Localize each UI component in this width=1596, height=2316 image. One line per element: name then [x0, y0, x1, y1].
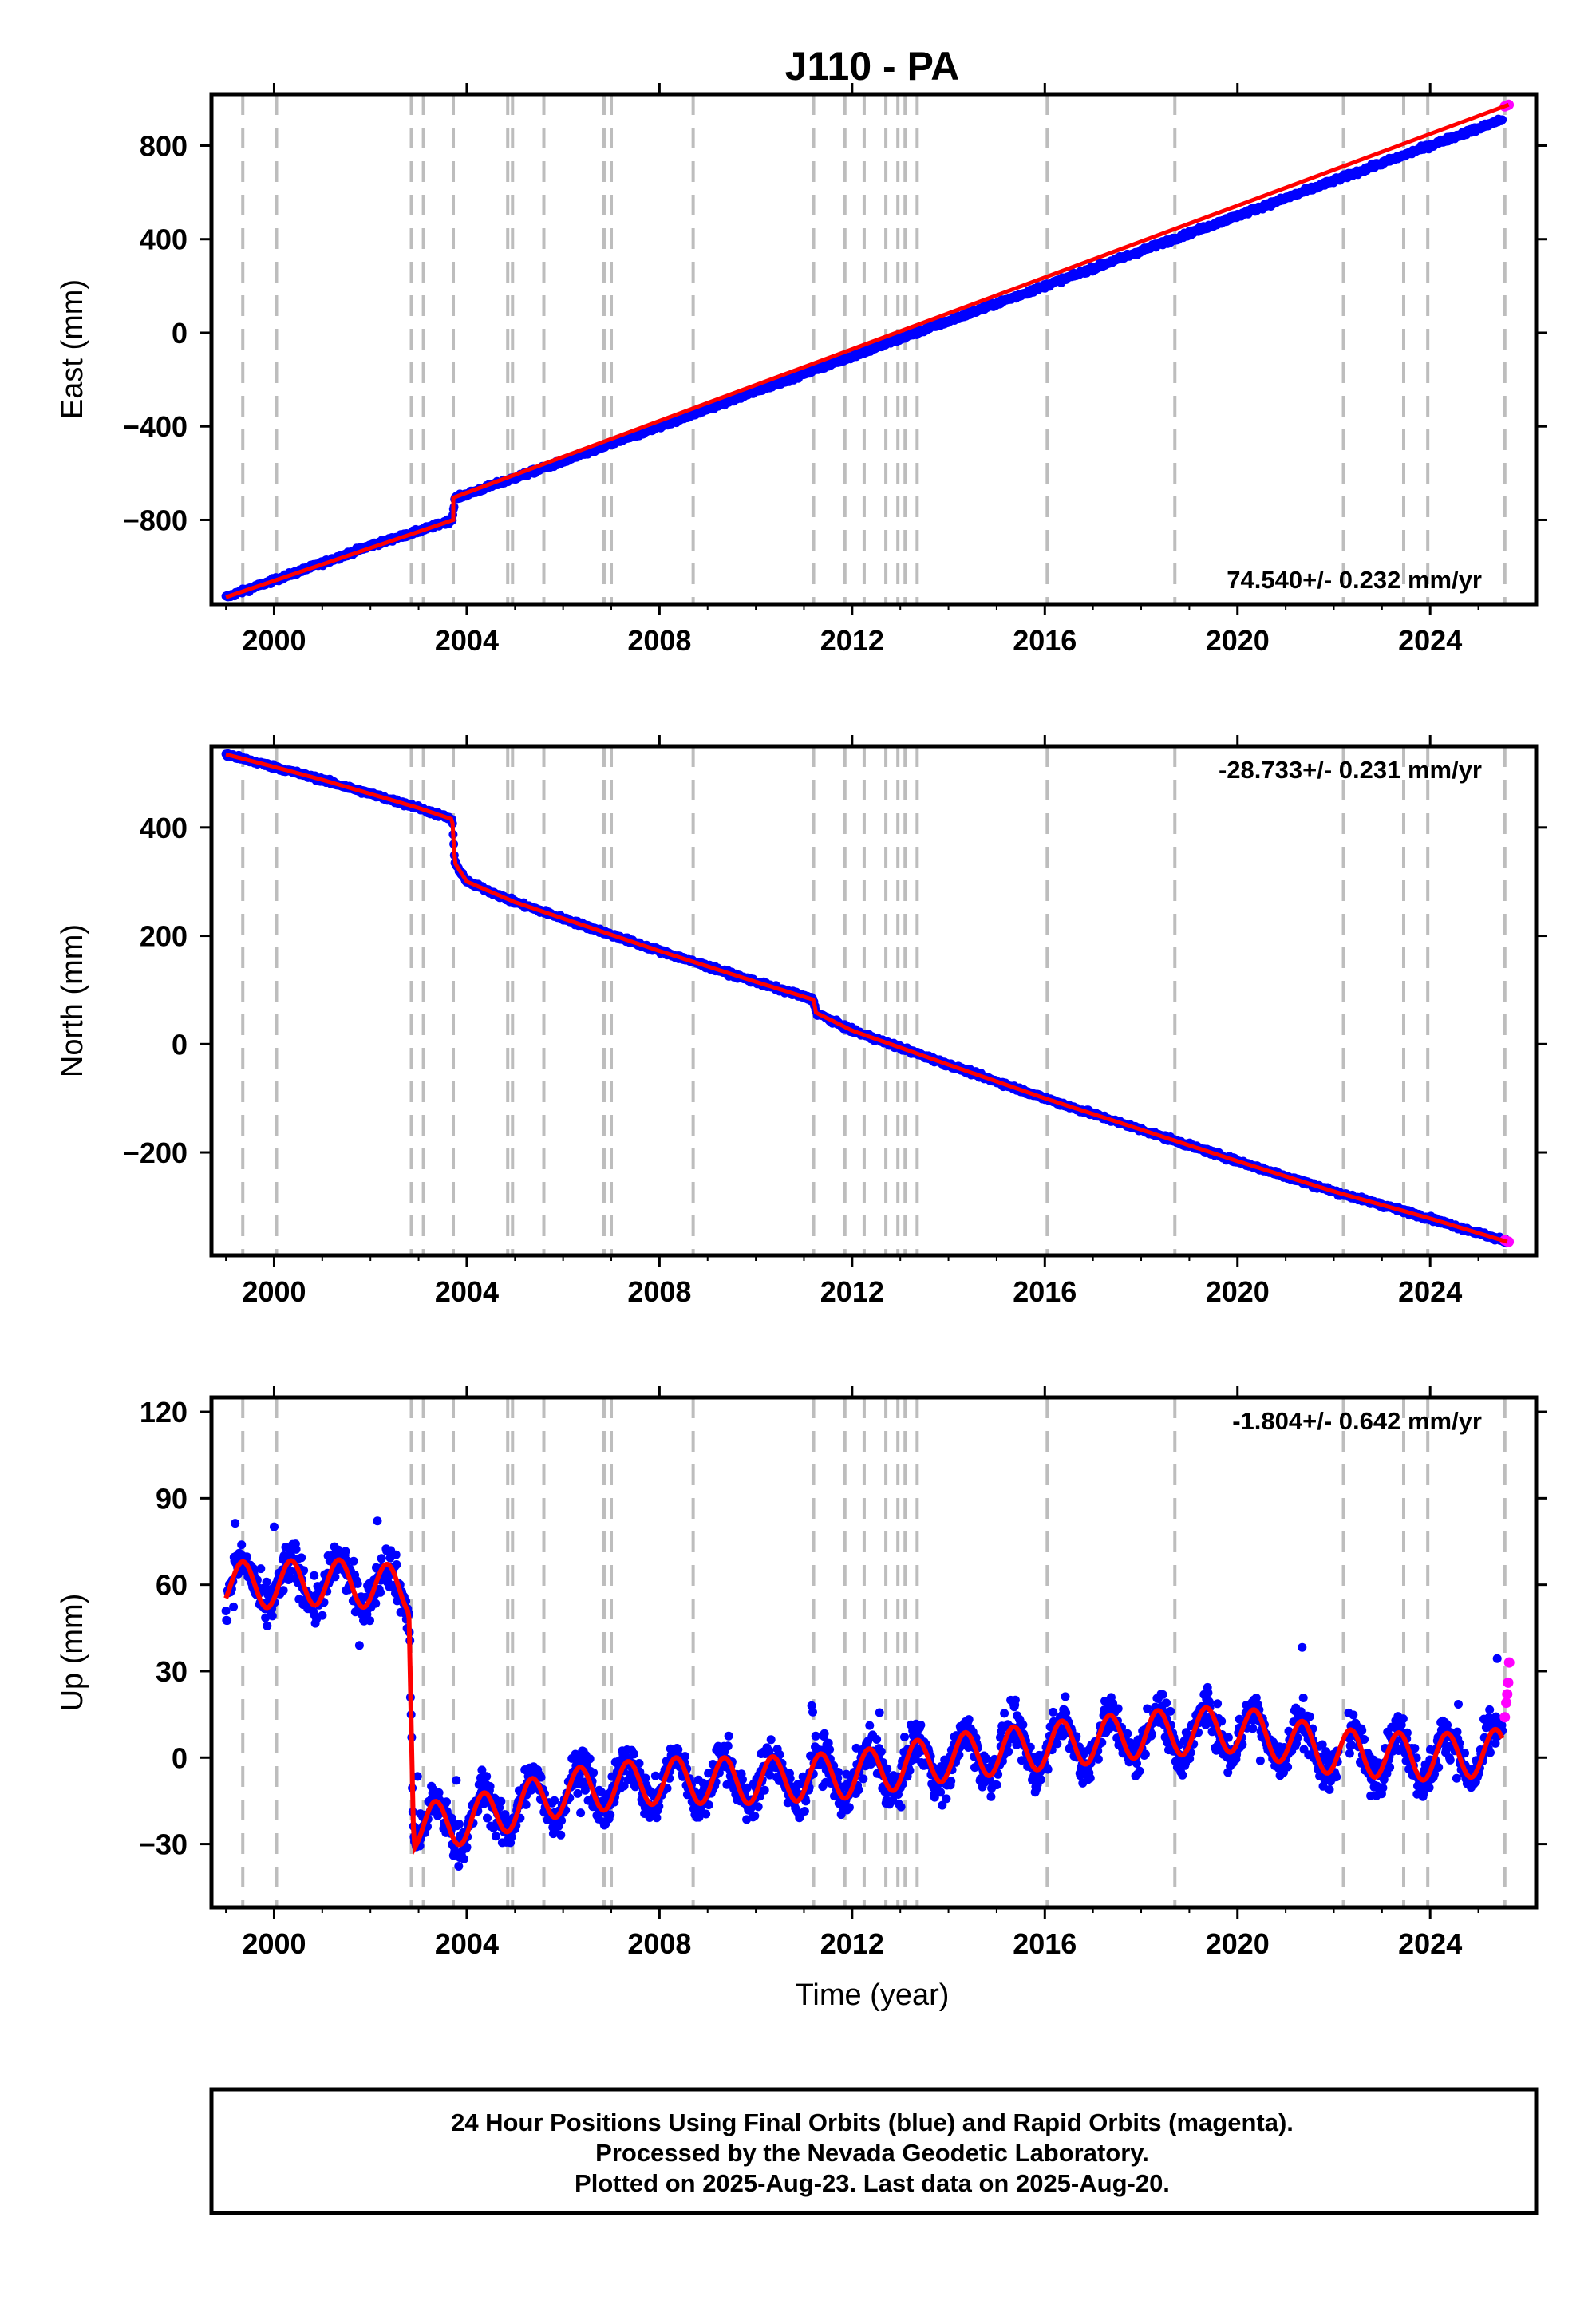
model-fit-line	[225, 752, 1508, 1244]
final-orbit-point	[1498, 115, 1507, 124]
x-tick-label: 2024	[1398, 624, 1462, 657]
y-tick-label: 200	[140, 920, 188, 953]
x-tick-label: 2004	[435, 624, 499, 657]
final-orbit-point	[330, 1572, 340, 1582]
x-tick-label: 2024	[1398, 1275, 1462, 1308]
y-axis-label: North (mm)	[56, 924, 89, 1077]
final-orbit-point	[291, 1544, 301, 1554]
final-orbit-point	[349, 1556, 358, 1566]
x-tick-label: 2020	[1206, 624, 1270, 657]
final-orbit-point	[261, 1613, 271, 1622]
model-fit-line	[225, 102, 1510, 599]
final-orbit-point	[391, 1550, 401, 1559]
y-tick-label: 400	[140, 812, 188, 844]
x-axis: 2000 2004 2008 2012 2016 2020 2024	[225, 83, 1479, 657]
event-lines	[241, 1397, 1507, 1907]
final-orbit-point	[341, 1547, 350, 1556]
final-orbit-point	[237, 1540, 247, 1550]
x-tick-label: 2000	[242, 624, 306, 657]
x-tick-label: 2004	[435, 1275, 499, 1308]
final-orbit-point	[310, 1571, 319, 1580]
rapid-orbit-point	[1503, 1236, 1515, 1247]
velocity-rate-label: -28.733+/- 0.231 mm/yr	[1219, 756, 1482, 784]
x-tick-label: 2020	[1206, 1275, 1270, 1308]
final-orbit-point	[365, 1616, 374, 1626]
x-tick-label: 2012	[820, 1275, 884, 1308]
final-orbit-point	[231, 1519, 240, 1528]
final-orbit-point	[377, 1554, 386, 1563]
final-orbit-point	[223, 1616, 232, 1626]
final-orbit-point	[297, 1553, 306, 1563]
data-points	[221, 749, 1515, 1248]
x-tick-label: 2016	[1013, 1275, 1077, 1308]
final-orbit-point	[371, 1599, 381, 1608]
final-orbit-point	[354, 1641, 364, 1650]
final-orbit-point	[229, 1602, 239, 1611]
plot-frame	[209, 92, 1539, 607]
velocity-rate-label: 74.540+/- 0.232 mm/yr	[1227, 566, 1482, 594]
x-tick-label: 2000	[242, 1275, 306, 1308]
final-orbit-point	[413, 1772, 422, 1781]
final-orbit-point	[270, 1522, 279, 1531]
final-orbit-point	[318, 1611, 327, 1620]
y-axis: −800 −400 0 400 800	[123, 129, 1547, 536]
y-tick-label: −200	[123, 1136, 188, 1169]
up-panel: 2000 2004 2008 2012 2016 2020 2024−30030609012…	[56, 1386, 1547, 1960]
event-lines	[241, 746, 1507, 1255]
figure-title: J110 - PA	[785, 44, 960, 89]
x-tick-label: 2008	[627, 1275, 691, 1308]
x-axis: 2000 2004 2008 2012 2016 2020 2024	[225, 735, 1479, 1308]
y-tick-label: 400	[140, 223, 188, 256]
x-tick-label: 2016	[1013, 624, 1077, 657]
final-orbit-point	[376, 1587, 385, 1597]
north-panel: 2000 2004 2008 2012 2016 2020 2024 −200 0 200 400 N…	[56, 735, 1547, 1308]
final-orbit-point	[256, 1564, 266, 1574]
final-orbit-point	[392, 1560, 401, 1569]
model-fit	[225, 102, 1510, 599]
final-orbit-point	[263, 1621, 272, 1630]
y-tick-label: −800	[123, 504, 188, 536]
y-tick-label: 800	[140, 129, 188, 162]
y-axis: −200 0 200 400	[123, 812, 1547, 1169]
y-axis-label: East (mm)	[56, 279, 89, 419]
final-orbit-point	[267, 1611, 277, 1621]
x-tick-label: 2008	[627, 624, 691, 657]
y-tick-label: 0	[172, 317, 188, 350]
east-panel: 2000 2004 2008 2012 2016 2020 2024 −800 −400 0 400…	[56, 83, 1547, 657]
final-orbit-point	[279, 1586, 288, 1595]
x-tick-label: 2012	[820, 624, 884, 657]
model-fit	[225, 752, 1508, 1244]
y-tick-label: −400	[123, 410, 188, 443]
y-tick-label: 0	[172, 1028, 188, 1061]
final-orbit-point	[262, 1577, 271, 1587]
final-orbit-point	[373, 1516, 382, 1526]
final-orbit-point	[221, 1607, 231, 1615]
final-orbit-point	[353, 1579, 362, 1588]
final-orbit-point	[242, 1552, 251, 1562]
final-orbit-point	[286, 1566, 295, 1575]
plot-frame	[209, 744, 1539, 1258]
